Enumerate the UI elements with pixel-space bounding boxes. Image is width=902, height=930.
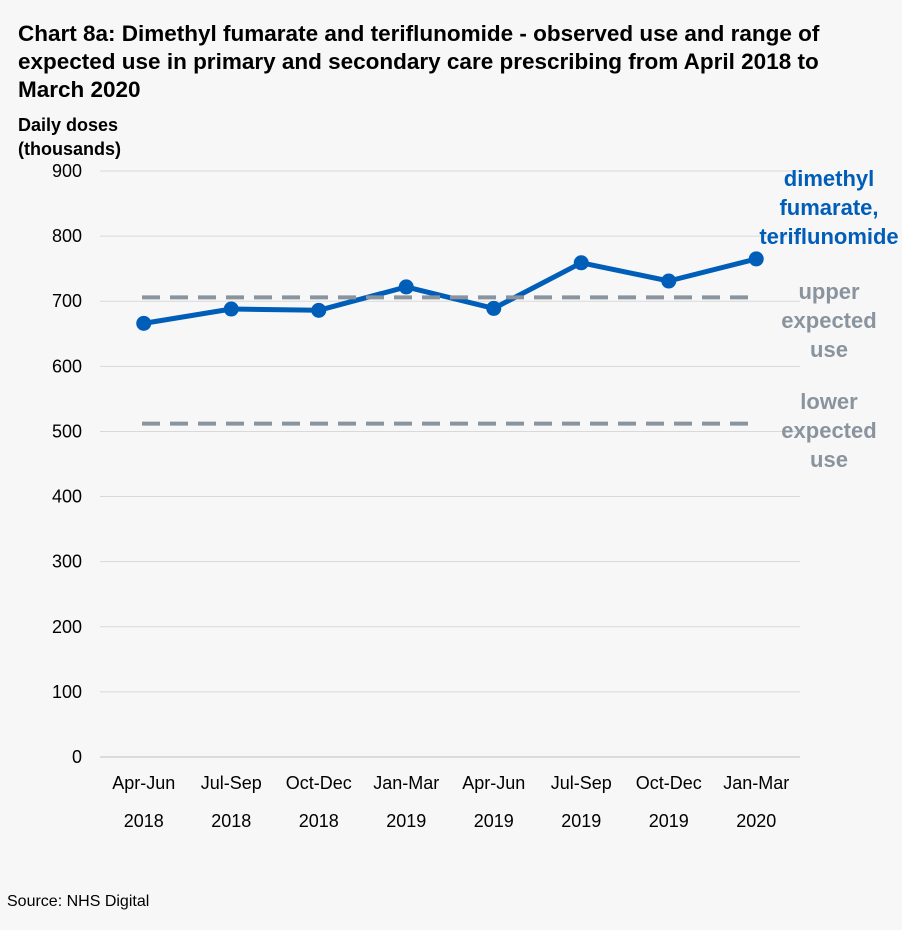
y-tick-label-900: 900 [52, 161, 82, 181]
series-1-label-line-1: expected [781, 308, 876, 333]
series-0-point-0 [136, 315, 152, 331]
series-0-point-7 [748, 251, 764, 267]
series-0-point-6 [661, 273, 677, 289]
x-tick-label-1-period: Jul-Sep [201, 773, 262, 793]
y-tick-label-400: 400 [52, 487, 82, 507]
x-tick-label-5-period: Jul-Sep [551, 773, 612, 793]
chart-title: Chart 8a: Dimethyl fumarate and teriflun… [18, 21, 820, 102]
x-tick-label-0-year: 2018 [124, 811, 164, 831]
y-tick-label-500: 500 [52, 421, 82, 441]
series-1-label-line-0: upper [798, 279, 860, 304]
series-1-label-line-2: use [810, 337, 848, 362]
series-0-point-5 [573, 255, 589, 271]
series-2-label-line-2: use [810, 447, 848, 472]
y-tick-label-300: 300 [52, 552, 82, 572]
source-note: Source: NHS Digital [7, 893, 150, 910]
x-tick-label-3-period: Jan-Mar [373, 773, 439, 793]
y-tick-label-0: 0 [72, 747, 82, 767]
series-0-label-line-1: fumarate, [779, 195, 878, 220]
series-0-label-line-0: dimethyl [784, 166, 874, 191]
y-tick-label-600: 600 [52, 356, 82, 376]
x-tick-label-3-year: 2019 [386, 811, 426, 831]
x-tick-label-0-period: Apr-Jun [112, 773, 175, 793]
x-tick-label-5-year: 2019 [561, 811, 601, 831]
x-tick-label-7-period: Jan-Mar [723, 773, 789, 793]
x-tick-label-2-year: 2018 [299, 811, 339, 831]
y-tick-label-800: 800 [52, 226, 82, 246]
x-tick-label-4-period: Apr-Jun [462, 773, 525, 793]
series-0-point-3 [398, 279, 414, 295]
x-tick-label-7-year: 2020 [736, 811, 776, 831]
series-2-label-line-0: lower [800, 389, 858, 414]
series-0-point-1 [223, 301, 239, 317]
x-tick-label-1-year: 2018 [211, 811, 251, 831]
series-0-point-2 [311, 302, 327, 318]
series-0-label-line-2: teriflunomide [759, 224, 898, 249]
y-tick-label-100: 100 [52, 682, 82, 702]
series-2-label-line-1: expected [781, 418, 876, 443]
x-tick-label-6-year: 2019 [649, 811, 689, 831]
y-tick-label-700: 700 [52, 291, 82, 311]
x-tick-label-6-period: Oct-Dec [636, 773, 702, 793]
x-tick-label-2-period: Oct-Dec [286, 773, 352, 793]
x-tick-label-4-year: 2019 [474, 811, 514, 831]
series-0-point-4 [486, 300, 502, 316]
y-axis-label: Daily doses (thousands) [18, 115, 121, 159]
y-tick-label-200: 200 [52, 617, 82, 637]
